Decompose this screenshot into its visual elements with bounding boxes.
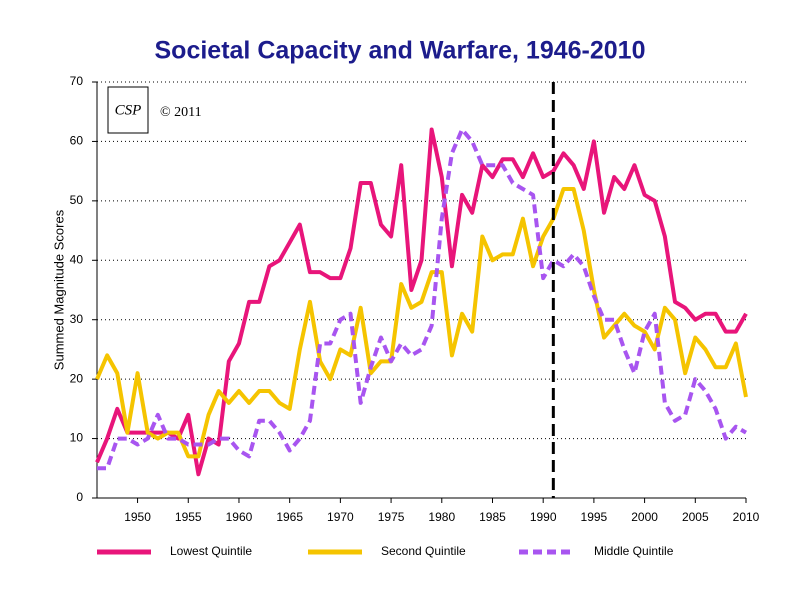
series-line	[95, 127, 748, 477]
y-tick-label: 50	[70, 193, 84, 207]
x-tick-label: 1985	[479, 510, 506, 524]
x-tick-label: 1955	[175, 510, 202, 524]
series-line	[95, 186, 748, 459]
x-tick-label: 1990	[530, 510, 557, 524]
logo: CSP	[115, 102, 142, 118]
y-axis-label: Summed Magnitude Scores	[51, 209, 66, 370]
y-tick-label: 20	[70, 371, 84, 385]
x-tick-label: 2000	[631, 510, 658, 524]
y-tick-label: 30	[70, 312, 84, 326]
y-tick-label: 10	[70, 431, 84, 445]
legend-label: Second Quintile	[381, 544, 466, 558]
copyright: © 2011	[160, 105, 202, 120]
x-tick-label: 2005	[682, 510, 709, 524]
x-tick-label: 1975	[378, 510, 405, 524]
y-tick-label: 40	[70, 252, 84, 266]
y-tick-label: 60	[70, 134, 84, 148]
x-tick-label: 1950	[124, 510, 151, 524]
y-tick-label: 0	[76, 490, 83, 504]
x-tick-label: 1980	[428, 510, 455, 524]
x-tick-label: 1995	[581, 510, 608, 524]
y-tick-label: 70	[70, 74, 84, 88]
x-tick-label: 1960	[226, 510, 253, 524]
chart-title: Societal Capacity and Warfare, 1946-2010	[155, 37, 646, 65]
x-tick-label: 2010	[733, 510, 760, 524]
legend-label: Middle Quintile	[594, 544, 674, 558]
x-tick-label: 1970	[327, 510, 354, 524]
legend-label: Lowest Quintile	[170, 544, 252, 558]
logo-box	[107, 86, 149, 134]
x-tick-label: 1965	[276, 510, 303, 524]
